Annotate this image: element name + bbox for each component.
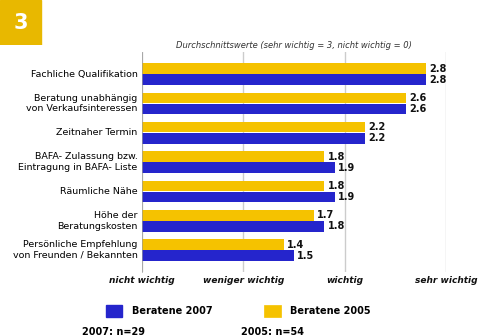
Text: 2.6: 2.6 bbox=[409, 93, 426, 103]
Text: Beratene 2005: Beratene 2005 bbox=[290, 306, 371, 316]
Bar bbox=[142, 210, 314, 220]
Text: 2.6: 2.6 bbox=[409, 104, 426, 114]
Bar bbox=[142, 221, 324, 232]
Text: 1.8: 1.8 bbox=[327, 181, 345, 191]
Bar bbox=[142, 104, 406, 114]
Bar bbox=[142, 133, 365, 143]
Bar bbox=[106, 305, 122, 317]
Text: 3: 3 bbox=[13, 13, 28, 33]
Bar bbox=[142, 239, 284, 250]
Text: nicht wichtig: nicht wichtig bbox=[109, 277, 174, 286]
Bar bbox=[142, 181, 324, 191]
Text: 2.8: 2.8 bbox=[429, 75, 446, 85]
Bar bbox=[142, 74, 426, 85]
Text: 1.4: 1.4 bbox=[287, 240, 304, 250]
Text: 2005: n=54: 2005: n=54 bbox=[241, 327, 304, 336]
Bar bbox=[142, 63, 426, 74]
Text: weniger wichtig: weniger wichtig bbox=[203, 277, 284, 286]
Text: 1.5: 1.5 bbox=[297, 251, 314, 261]
Text: 2.2: 2.2 bbox=[368, 133, 385, 143]
Text: 1.8: 1.8 bbox=[327, 221, 345, 232]
Text: sehr wichtig: sehr wichtig bbox=[415, 277, 478, 286]
Text: 1.8: 1.8 bbox=[327, 152, 345, 162]
Text: 1.9: 1.9 bbox=[338, 192, 355, 202]
Bar bbox=[264, 305, 281, 317]
Text: Durchschnittswerte (sehr wichtig = 3, nicht wichtig = 0): Durchschnittswerte (sehr wichtig = 3, ni… bbox=[176, 41, 412, 50]
Text: Kriterien zur Auswahl des Energieberaters: Kriterien zur Auswahl des Energieberater… bbox=[50, 15, 436, 30]
Text: 2007: n=29: 2007: n=29 bbox=[83, 327, 145, 336]
Text: 1.7: 1.7 bbox=[317, 210, 335, 220]
Bar bbox=[142, 192, 335, 202]
Text: Beratene 2007: Beratene 2007 bbox=[132, 306, 213, 316]
Text: 2.2: 2.2 bbox=[368, 122, 385, 132]
Text: 2.8: 2.8 bbox=[429, 64, 446, 74]
Bar bbox=[142, 162, 335, 173]
Text: wichtig: wichtig bbox=[326, 277, 363, 286]
Bar bbox=[142, 250, 294, 261]
Bar bbox=[142, 93, 406, 103]
Text: 1.9: 1.9 bbox=[338, 163, 355, 173]
Bar bbox=[142, 151, 324, 162]
Bar bbox=[142, 122, 365, 132]
Bar bbox=[0, 0, 41, 45]
